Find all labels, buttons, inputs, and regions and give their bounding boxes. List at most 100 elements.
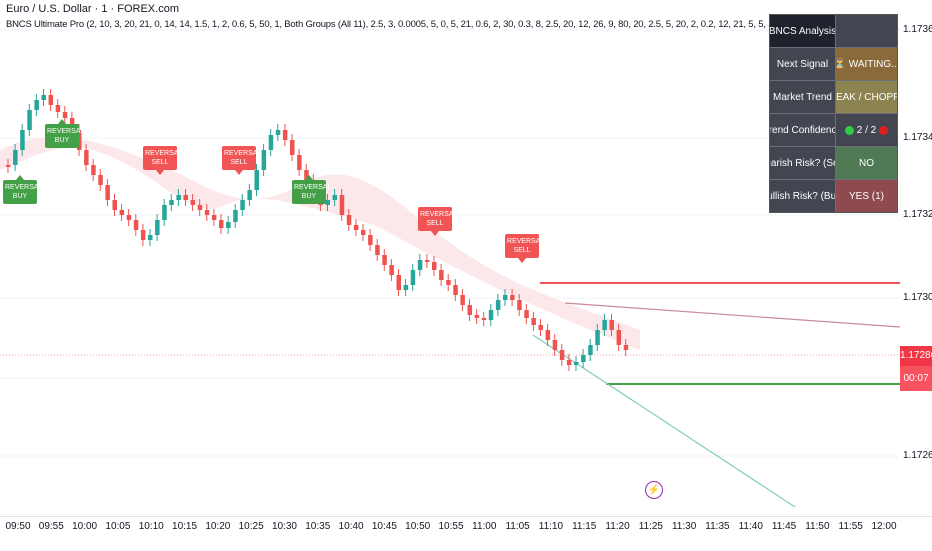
signal-line2: BUY [54, 137, 70, 144]
candle-body [375, 245, 380, 255]
candle-body [382, 255, 387, 265]
candle-body [148, 235, 153, 240]
candle-body [197, 205, 203, 210]
candle-body [332, 195, 338, 200]
candle-body [588, 345, 593, 355]
next-signal-value: ⏳ WAITING... [836, 48, 897, 80]
time-label: 09:55 [38, 521, 64, 532]
candle-body [531, 318, 536, 325]
candle-body [6, 165, 11, 167]
time-label: 10:05 [105, 521, 131, 532]
candle-body [602, 320, 607, 330]
signal-line2: SELL [230, 159, 248, 166]
candle-body [219, 220, 224, 228]
candle-body [325, 200, 330, 205]
time-label: 11:00 [472, 521, 497, 532]
reversal-sell-signal[interactable]: REVERSAL SELL [143, 146, 182, 175]
reversal-buy-signal[interactable]: REVERSAL BUY [45, 119, 84, 148]
time-label: 11:15 [572, 521, 597, 532]
candle-body [140, 230, 146, 240]
candle-body [432, 262, 437, 270]
time-label: 11:50 [805, 521, 830, 532]
candle-body [155, 220, 160, 235]
candle-body [20, 130, 25, 150]
signal-line2: SELL [513, 247, 531, 254]
time-label: 10:15 [172, 521, 198, 532]
arrow-up-icon [305, 175, 313, 180]
candle-body [55, 105, 61, 112]
reversal-sell-signal[interactable]: REVERSAL SELL [505, 234, 544, 263]
candle-body [417, 260, 423, 270]
candle-body [62, 112, 68, 118]
signal-line1: REVERSAL [5, 184, 43, 191]
arrow-down-icon [235, 170, 243, 175]
time-label: 10:10 [138, 521, 164, 532]
candle-body [566, 360, 572, 365]
trendline-top [564, 302, 900, 328]
candle-body [226, 222, 231, 228]
candle-body [403, 285, 409, 290]
reversal-sell-signal[interactable]: REVERSAL SELL [222, 146, 262, 175]
candle-body [474, 315, 480, 318]
price-chart[interactable] [0, 0, 900, 516]
price-label: 1.17320 [903, 209, 932, 220]
signal-line2: SELL [151, 159, 169, 166]
price-axis[interactable] [900, 0, 932, 516]
bncs-analysis-panel: BNCS Analysis Next Signal ⏳ WAITING... M… [769, 14, 898, 213]
candle-body [524, 310, 529, 318]
candle-body [595, 330, 600, 345]
signal-line2: SELL [426, 220, 444, 227]
signal-line1: REVERSAL [420, 211, 458, 218]
time-label: 10:30 [271, 521, 297, 532]
candle-body [460, 295, 465, 305]
candle-body [240, 200, 245, 210]
candle-body [339, 195, 345, 215]
market-trend-label: Market Trend [770, 81, 836, 113]
candle-body [439, 270, 444, 280]
arrow-down-icon [431, 231, 439, 236]
candle-body [353, 225, 359, 230]
candle-body [282, 130, 288, 140]
candle-body [133, 220, 139, 230]
candle-body [545, 330, 551, 340]
time-label: 11:45 [771, 521, 797, 532]
bearish-risk-label: Bearish Risk? (Sell) [770, 147, 836, 179]
candle-body [389, 265, 394, 275]
flash-icon[interactable]: ⚡ [645, 481, 663, 499]
candle-body [126, 215, 132, 220]
reversal-buy-signal[interactable]: REVERSAL BUY [292, 175, 331, 204]
candle-body [275, 130, 281, 135]
time-axis[interactable] [0, 516, 932, 551]
candle-body [488, 310, 494, 320]
candle-body [396, 275, 401, 290]
signal-line1: REVERSAL [224, 150, 262, 157]
indicator-legend[interactable]: BNCS Ultimate Pro (2, 10, 3, 20, 21, 0, … [6, 19, 832, 30]
candle-body [98, 175, 103, 185]
time-label: 12:00 [871, 521, 897, 532]
candle-body [467, 305, 472, 315]
reversal-sell-signal[interactable]: REVERSAL SELL [418, 207, 458, 236]
symbol-title[interactable]: Euro / U.S. Dollar · 1 · FOREX.com [6, 3, 179, 15]
candle-body [446, 280, 451, 285]
time-label: 10:25 [238, 521, 264, 532]
reversal-buy-signal[interactable]: REVERSAL BUY [3, 175, 43, 204]
chart-area[interactable] [0, 0, 900, 516]
time-label: 11:40 [738, 521, 763, 532]
candle-body [297, 155, 302, 170]
candle-body [346, 215, 352, 225]
time-label: 09:50 [5, 521, 31, 532]
candle-body [27, 110, 32, 130]
candle-body [41, 95, 46, 100]
next-signal-label: Next Signal [770, 48, 836, 80]
candle-body [495, 300, 501, 310]
green-dot-icon [844, 125, 854, 135]
arrow-up-icon [16, 175, 24, 180]
countdown-tag: 00:07 [900, 366, 932, 391]
price-label: 1.17340 [903, 132, 932, 143]
candle-body [91, 165, 96, 175]
arrow-up-icon [58, 119, 66, 124]
candle-body [424, 260, 430, 262]
price-label: 1.17300 [903, 292, 932, 303]
candle-body [119, 210, 125, 215]
trend-confidence-text: 2 / 2 [856, 124, 877, 136]
